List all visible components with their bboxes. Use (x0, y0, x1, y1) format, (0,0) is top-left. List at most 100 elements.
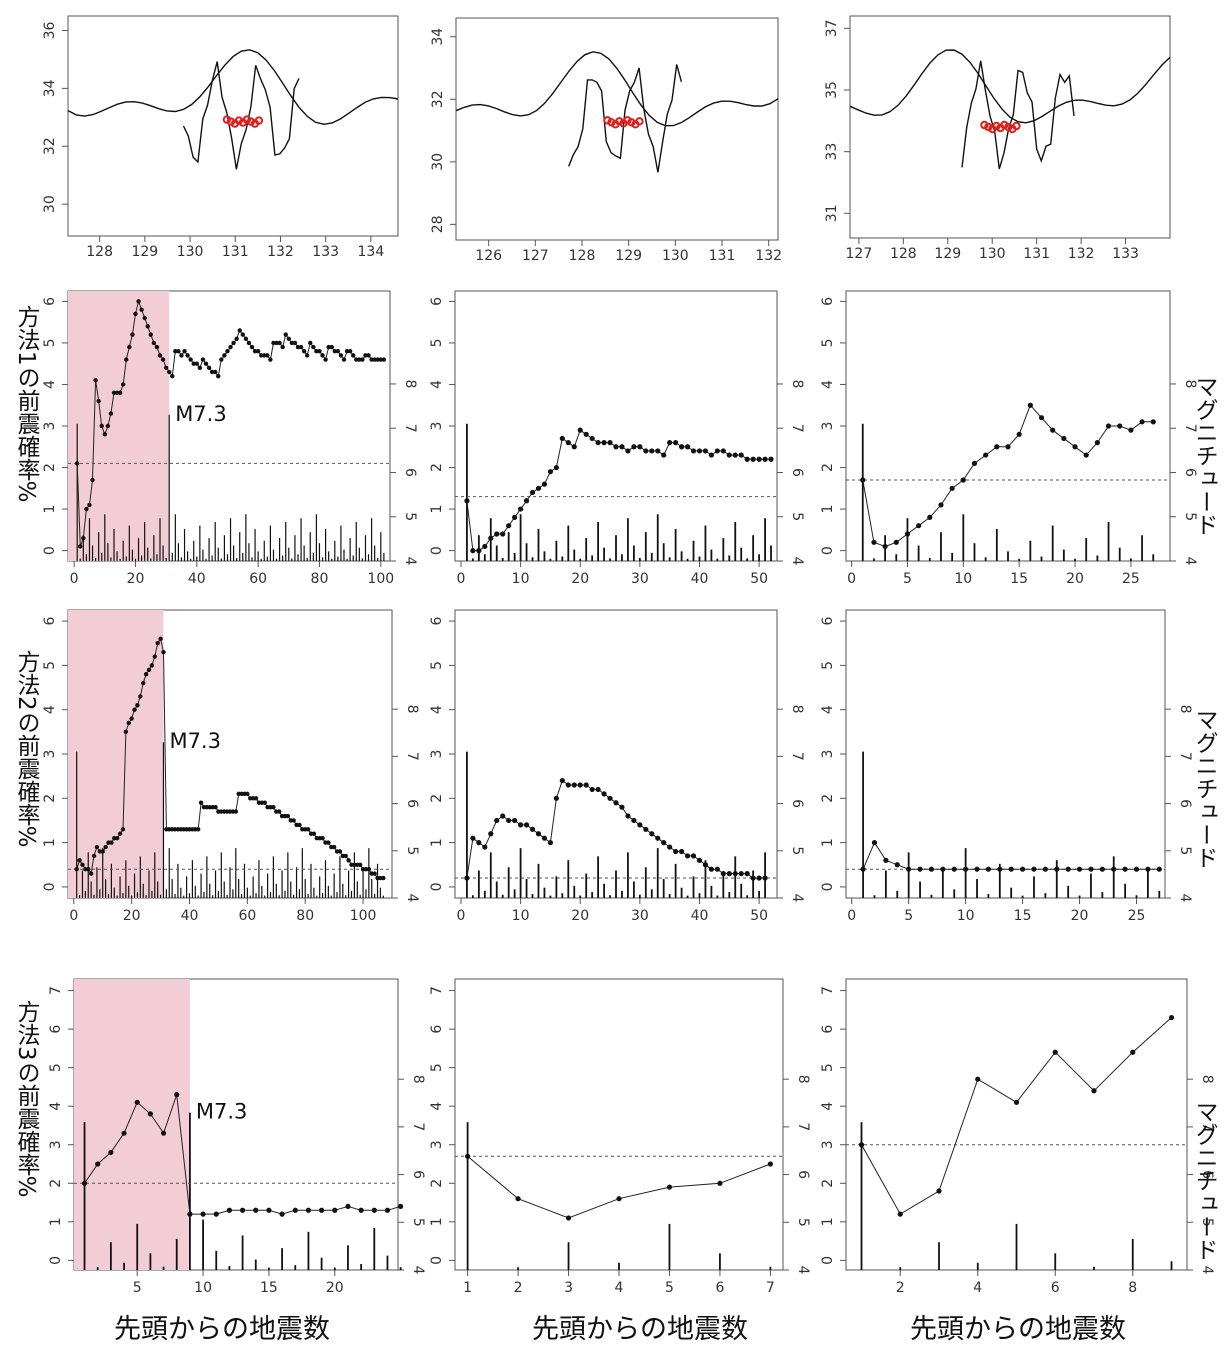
m1-c-prob-point-24 (1128, 427, 1134, 433)
m2-b-prob-point-7 (506, 817, 512, 824)
m1-a-prob-point-31 (170, 373, 175, 379)
map-3-ytick-label-2: 35 (824, 81, 840, 99)
m2-a-prob-point-87 (326, 840, 331, 845)
m3-a-prob-point-10 (213, 1211, 219, 1217)
map-1-xtick-label-4: 132 (267, 244, 294, 260)
m1-c-prob-point-9 (960, 477, 966, 483)
m1-a-prob-point-73 (298, 344, 304, 350)
m2-a-prob-point-24 (143, 672, 149, 677)
m1-c-prob-point-15 (1027, 402, 1033, 408)
map-3-coastline (849, 49, 1171, 124)
m1-a-ytick-label-2: 2 (42, 463, 58, 472)
m2-c-prob-point-13 (1008, 866, 1014, 872)
m3-c-ytick-label-6: 6 (820, 1025, 836, 1034)
m2-a-prob-point-10 (103, 844, 108, 850)
m2-b-prob-point-45 (732, 871, 738, 877)
m2-a-prob-point-77 (297, 822, 302, 828)
map-3-epicenter-8 (1012, 121, 1021, 131)
m1-c-ytick-label-0: 0 (820, 546, 836, 555)
m2-b-prob-point-27 (625, 813, 631, 819)
m3-c-prob-point-4 (1013, 1099, 1020, 1105)
m3-a-xtick-label-1: 10 (194, 1280, 212, 1296)
m1-a-prob-point-5 (90, 477, 95, 483)
m1-c-prob-point-7 (938, 502, 944, 508)
m2-a-prob-point-5 (88, 871, 94, 876)
m1-c-prob-point-13 (1005, 444, 1011, 450)
m2-b-prob-point-17 (565, 782, 571, 788)
m2-b-prob-point-21 (589, 786, 595, 793)
m2-a-prob-point-94 (346, 858, 351, 863)
m3-a-prob-point-23 (384, 1207, 391, 1213)
m2-a-prob-point-28 (155, 641, 160, 646)
m1-a-prob-point-39 (194, 361, 199, 366)
m2-b-ytick-label-5: 5 (429, 661, 445, 670)
m3-c-ytick-label-1: 1 (820, 1217, 836, 1226)
m1-b-prob-point-10 (523, 498, 530, 504)
m2-b-prob-point-8 (512, 817, 518, 824)
m3-b-prob-line (467, 1155, 771, 1219)
m2-c-prob-point-25 (1145, 866, 1151, 872)
m3-a-prob-point-5 (147, 1111, 153, 1117)
m1-a-xtick-label-2: 40 (188, 571, 206, 587)
m1-b-prob-point-37 (684, 444, 691, 450)
m2-b-ytick-label-0: 0 (429, 882, 445, 891)
m2-a-xtick-label-2: 40 (181, 908, 199, 924)
map-1-xtick-label-0: 128 (86, 244, 113, 260)
m1-a-annotation: M7.3 (175, 402, 227, 426)
m1-a-shaded-region (68, 291, 170, 561)
m2-b-prob-point-48 (750, 875, 756, 881)
m1-a-prob-point-87 (341, 357, 347, 362)
m3-c-xtick-label-2: 6 (1051, 1280, 1060, 1296)
m2-b-xtick-label-4: 40 (691, 908, 709, 924)
m3-a-mtick-label-1: 5 (410, 1218, 426, 1227)
m2-c-ytick-label-3: 3 (820, 750, 836, 759)
m2-a-prob-point-98 (357, 862, 363, 867)
m1-c-ytick-label-6: 6 (820, 297, 836, 306)
m1-b-prob-point-8 (512, 514, 518, 520)
m1-b-prob-point-9 (517, 506, 524, 512)
m3-a-prob-point-18 (319, 1207, 325, 1213)
m1-b-prob-point-24 (607, 440, 613, 446)
m1-a-prob-point-11 (108, 411, 114, 416)
m2-b-prob-point-12 (535, 831, 542, 837)
m2-c-mtick-label-3: 7 (1177, 752, 1193, 761)
m1-b-prob-point-38 (690, 448, 697, 454)
map-2-xtick-label-0: 126 (475, 248, 502, 264)
map-1-xtick-label-2: 130 (177, 244, 204, 260)
m2-b-prob-point-13 (541, 835, 548, 841)
m1-a-prob-point-77 (311, 344, 316, 350)
m1-b-prob-point-26 (619, 444, 625, 450)
m3-a-prob-point-0 (81, 1180, 88, 1186)
m1-c-ytick-label-4: 4 (820, 380, 836, 389)
m1-b-prob-point-18 (571, 444, 577, 450)
m1-a-prob-point-8 (99, 423, 104, 429)
m2-c-ytick-label-5: 5 (820, 661, 836, 670)
m2-a-prob-point-42 (195, 827, 201, 832)
m1-a-prob-point-62 (265, 353, 270, 358)
m1-c-prob-point-0 (860, 477, 866, 483)
m3-a-prob-point-2 (108, 1149, 114, 1156)
m1-b-mtick-label-0: 4 (789, 557, 805, 566)
m2-b-xtick-label-1: 10 (512, 908, 530, 924)
m1-c-mtick-label-0: 4 (1182, 557, 1198, 566)
m2-b-prob-point-15 (553, 795, 559, 801)
m3-b-ytick-label-2: 2 (429, 1179, 445, 1188)
m3-a-prob-point-11 (226, 1207, 233, 1213)
right-axis-label-row-1: マグニチュード (1191, 375, 1218, 536)
m2-c-prob-point-14 (1019, 866, 1026, 872)
m1-b-prob-point-14 (547, 469, 554, 475)
m1-a-prob-point-32 (173, 349, 178, 354)
m1-a-prob-point-66 (277, 340, 282, 346)
m2-a-prob-point-16 (120, 827, 126, 832)
m1-b-ytick-label-4: 4 (429, 380, 445, 389)
m1-c-xtick-label-4: 20 (1066, 571, 1084, 587)
m1-b-prob-point-1 (470, 548, 476, 554)
m2-b-mtick-label-3: 7 (789, 752, 805, 761)
m2-b-prob-point-38 (690, 853, 697, 859)
m2-a-prob-point-0 (74, 867, 79, 872)
m1-c-prob-point-26 (1150, 419, 1156, 425)
m1-a-ytick-label-4: 4 (42, 380, 58, 389)
m3-b-prob-point-5 (717, 1180, 723, 1186)
m1-b-prob-point-29 (637, 444, 643, 450)
